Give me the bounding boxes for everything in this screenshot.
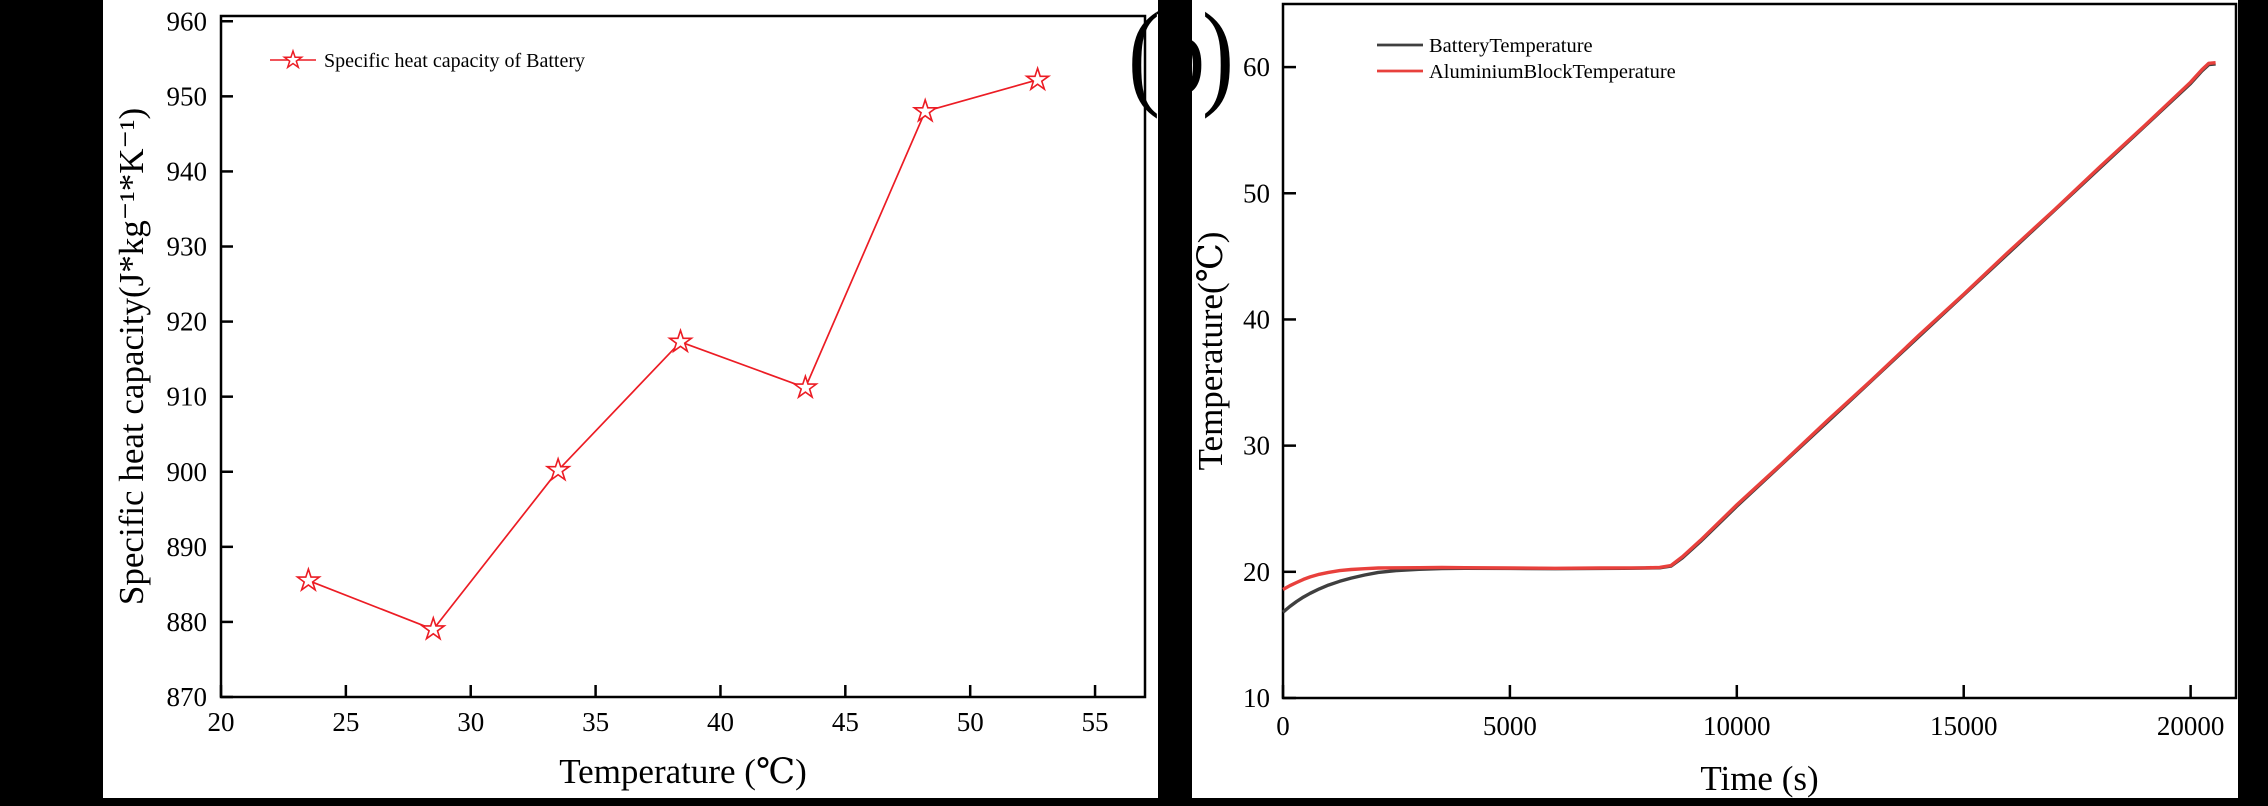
- axes-frame: [219, 14, 1147, 699]
- chart-b-legend: BatteryTemperature AluminiumBlockTemperat…: [1377, 35, 1676, 83]
- y-tick-label: 20: [1243, 557, 1270, 587]
- star-marker: [544, 456, 572, 482]
- x-tick-label: 10000: [1703, 711, 1771, 741]
- y-tick-label: 910: [167, 382, 208, 412]
- x-tick-label: 25: [332, 707, 359, 737]
- y-tick-label: 930: [167, 232, 208, 262]
- y-tick-label: 920: [167, 307, 208, 337]
- series-markers: [295, 65, 1052, 641]
- panel-divider: [1158, 0, 1192, 798]
- x-tick-label: 15000: [1930, 711, 1998, 741]
- y-tick-label: 50: [1243, 178, 1270, 208]
- x-tick-label: 50: [957, 707, 984, 737]
- x-tick-label: 40: [707, 707, 734, 737]
- star-marker: [911, 97, 939, 123]
- x-tick-label: 5000: [1483, 711, 1537, 741]
- chart-b-plot: 0 5000 10000 15000 20000 10 20 30 40 50 60 Time (s)…: [1192, 2, 2238, 798]
- panel-a: 20 25 30 35 40 45 50 55 870 880 890 900 910 920 930 940…: [103, 0, 1158, 798]
- legend-star-icon: [282, 48, 304, 70]
- y-tick-label: 960: [167, 6, 208, 36]
- chart-a-ylabel: Specific heat capacity(J*kg⁻¹*K⁻¹): [112, 108, 151, 605]
- legend-label: Specific heat capacity of Battery: [324, 50, 585, 72]
- y-tick-label: 950: [167, 81, 208, 111]
- chart-a-xlabel: Temperature (℃): [559, 752, 807, 791]
- y-tick-label: 30: [1243, 431, 1270, 461]
- chart-b-xlabel: Time (s): [1700, 759, 1818, 798]
- legend-label: AluminiumBlockTemperature: [1429, 61, 1676, 83]
- y-tick-label: 10: [1243, 683, 1270, 713]
- y-tick-label: 900: [167, 457, 208, 487]
- y-tick-label: 40: [1243, 304, 1270, 334]
- panel-b: 0 5000 10000 15000 20000 10 20 30 40 50 60 Time (s)…: [1192, 0, 2238, 798]
- x-tick-label: 20000: [2157, 711, 2225, 741]
- y-tick-label: 870: [167, 682, 208, 712]
- star-marker: [791, 373, 819, 400]
- star-marker: [295, 566, 322, 592]
- legend-label: BatteryTemperature: [1429, 35, 1593, 57]
- x-tick-label: 35: [582, 707, 609, 737]
- star-marker: [419, 615, 447, 641]
- series-aluminiumblocktemperature: [1282, 61, 2216, 591]
- x-tick-label: 0: [1276, 711, 1290, 741]
- chart-b-ticks: 0 5000 10000 15000 20000 10 20 30 40 50 60: [1243, 52, 2224, 741]
- chart-a-legend: Specific heat capacity of Battery: [270, 48, 585, 72]
- star-marker: [667, 327, 694, 354]
- y-tick-label: 880: [167, 607, 208, 637]
- y-tick-label: 890: [167, 532, 208, 562]
- y-tick-label: 940: [167, 156, 208, 186]
- chart-a-ticks: 20 25 30 35 40 45 50 55 870 880 890 900 910 920 930 940…: [167, 6, 1109, 737]
- y-tick-label: 60: [1243, 52, 1270, 82]
- chart-b-ylabel: Temperature(℃): [1192, 232, 1230, 471]
- x-tick-label: 20: [208, 707, 235, 737]
- x-tick-label: 45: [832, 707, 859, 737]
- axes-frame: [1281, 2, 2238, 700]
- chart-a-plot: 20 25 30 35 40 45 50 55 870 880 890 900 910 920 930 940…: [112, 6, 1147, 791]
- star-marker: [1024, 65, 1052, 92]
- x-tick-label: 30: [457, 707, 484, 737]
- x-tick-label: 55: [1082, 707, 1109, 737]
